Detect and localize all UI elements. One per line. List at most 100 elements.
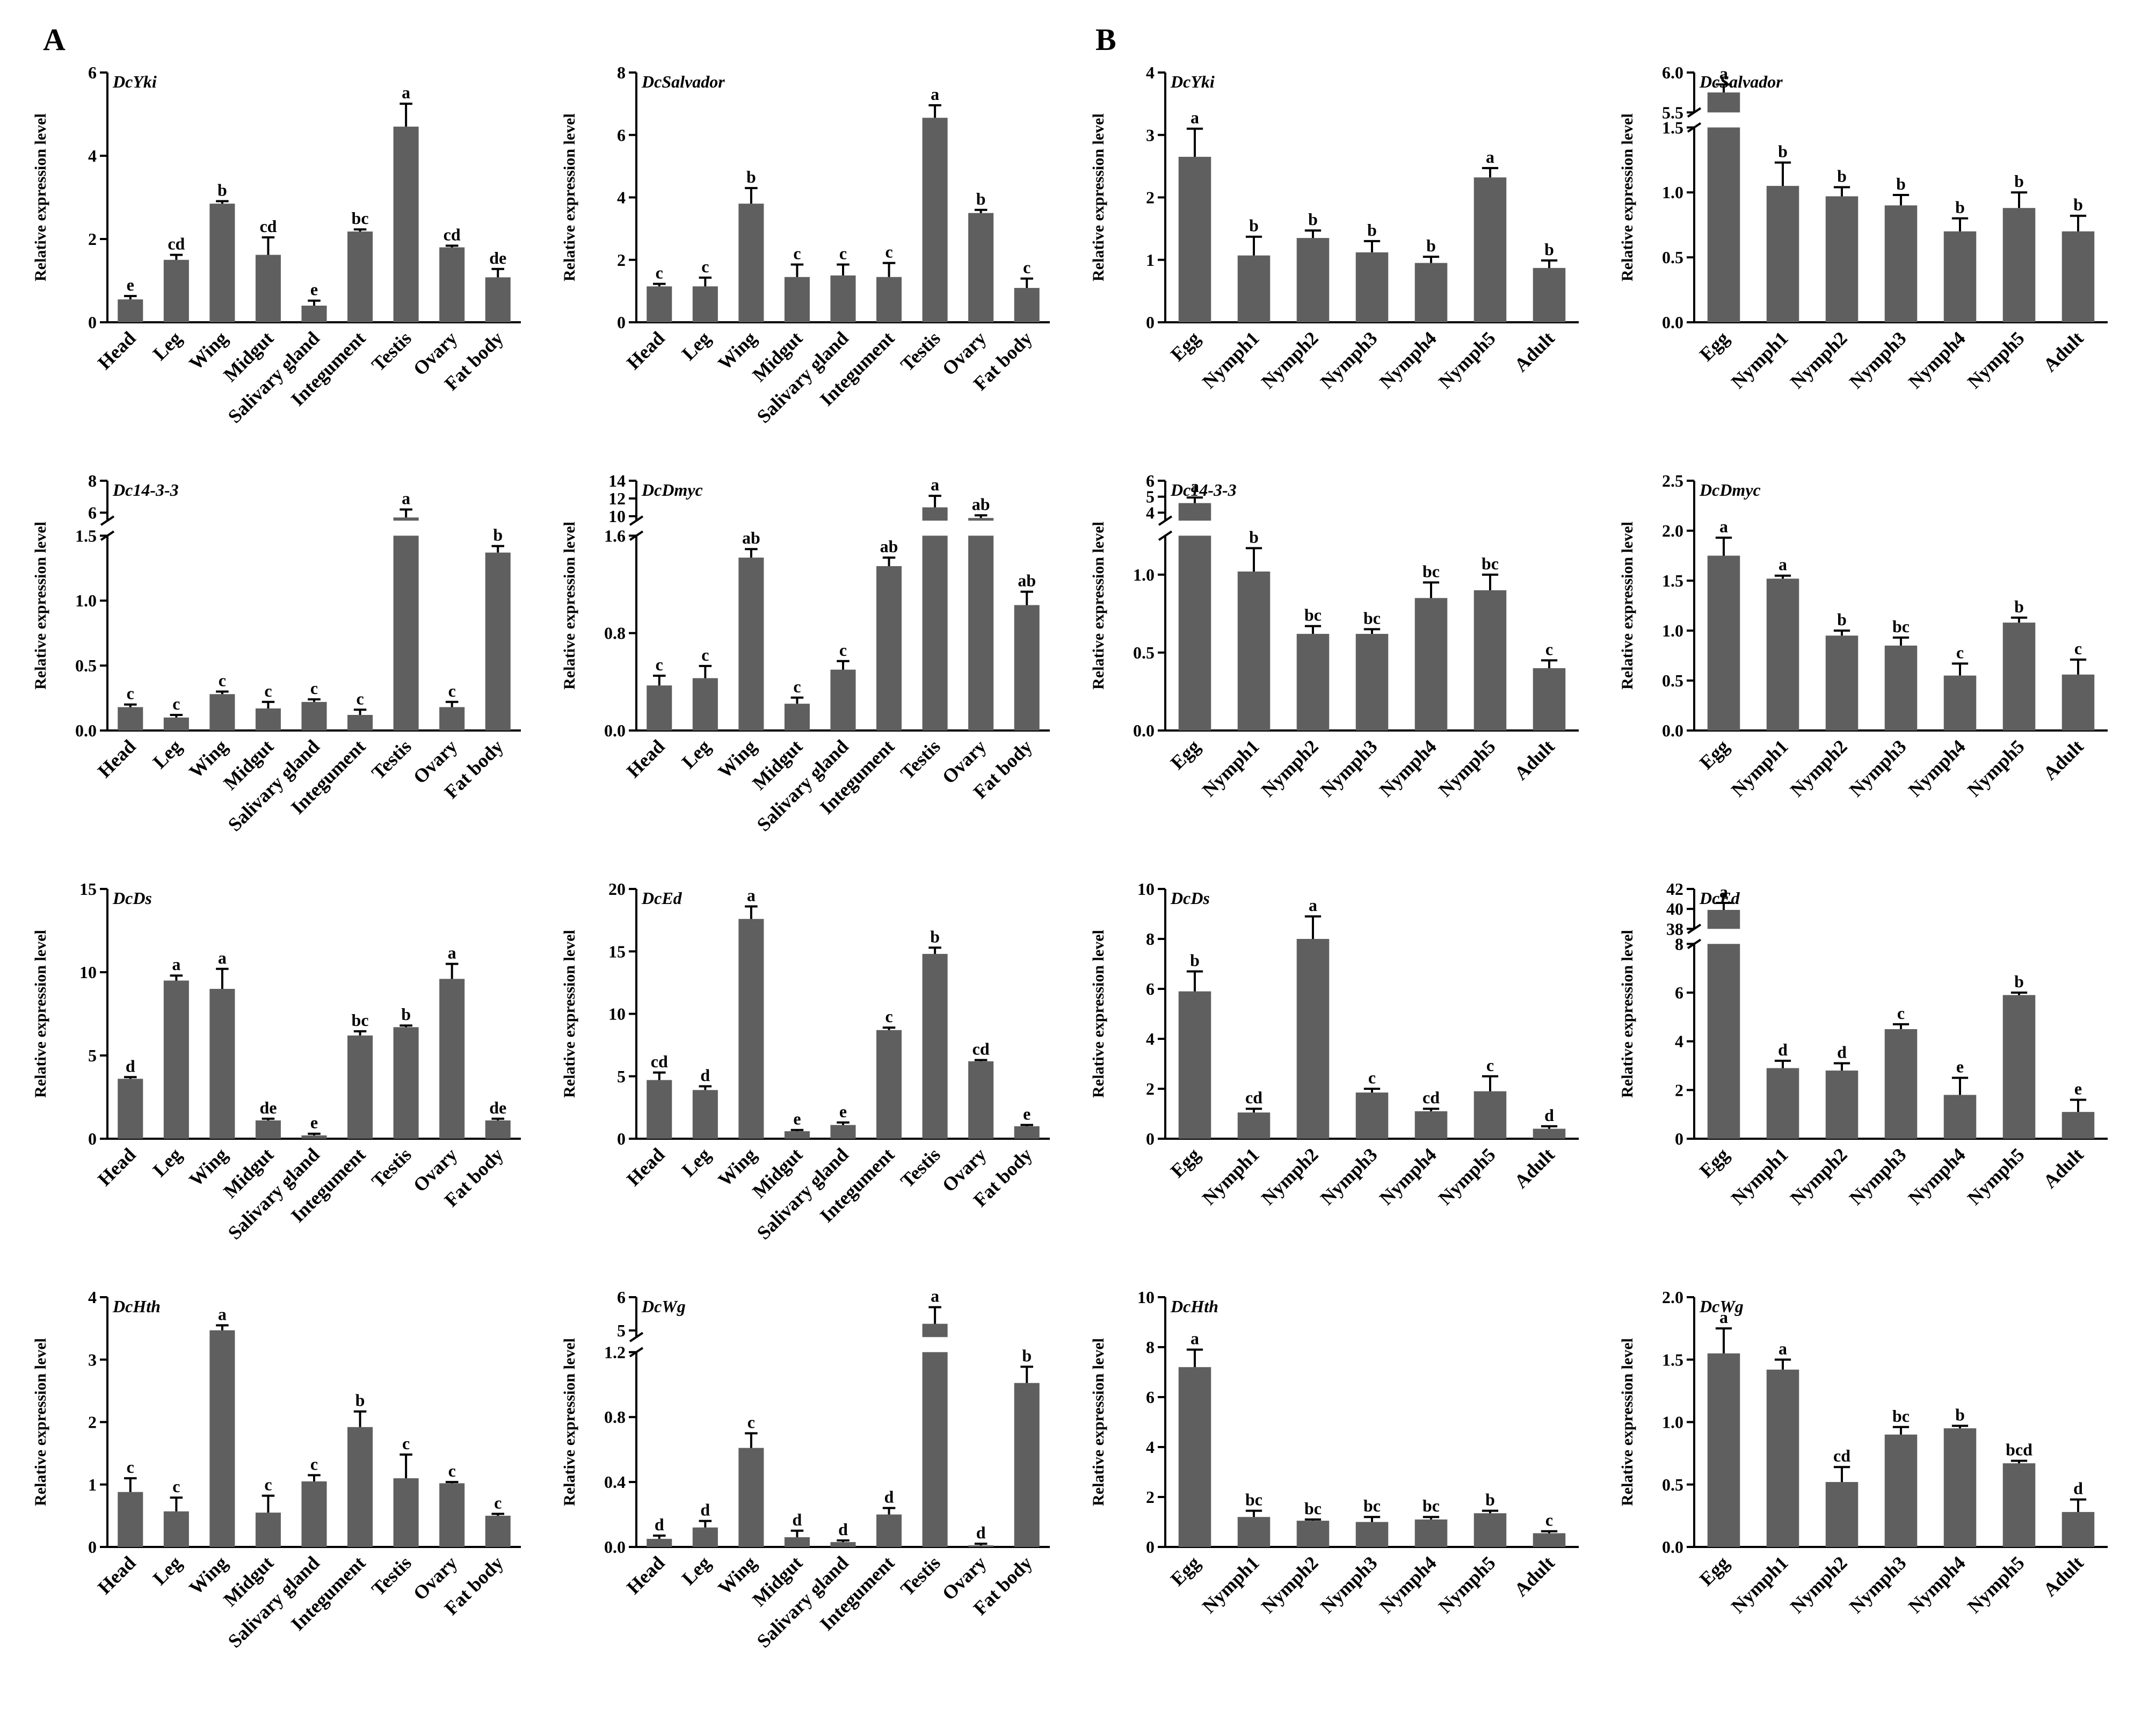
x-tick-label: Adult [2039, 1144, 2088, 1192]
bar [738, 1448, 764, 1547]
significance-letter: bc [1422, 1496, 1440, 1515]
y-axis-label: Relative expression level [32, 522, 49, 690]
bar [1355, 1522, 1389, 1547]
y-tick-label: 0.8 [604, 1407, 626, 1427]
significance-letter: c [793, 243, 801, 263]
bar [393, 517, 419, 731]
bar [2061, 1112, 2095, 1139]
bar [1014, 605, 1040, 731]
significance-letter: a [218, 1304, 227, 1324]
y-axis-label: Relative expression level [1618, 1338, 1636, 1506]
x-tick-label: Nymph3 [1845, 735, 1911, 801]
bar [347, 1427, 373, 1547]
x-tick-label: Head [93, 1144, 140, 1190]
significance-letter: d [700, 1500, 710, 1520]
bar [1825, 196, 1859, 322]
x-tick-label: Nymph3 [1316, 327, 1382, 393]
significance-letter: a [931, 1286, 939, 1306]
significance-letter: cd [651, 1052, 668, 1071]
bar [118, 299, 143, 322]
y-tick-label: 0.5 [1662, 248, 1683, 267]
bar [439, 1483, 465, 1547]
bar [2002, 1463, 2036, 1547]
y-tick-label: 2.0 [1662, 521, 1683, 540]
bar [1355, 634, 1389, 731]
x-tick-label: Nymph5 [1434, 1552, 1500, 1617]
chart-dchth-b: Relative expression level DcHth 0 2 4 6 8 10 a Eg… [1090, 1288, 1579, 1617]
chart-title: DcSalvador [641, 72, 725, 91]
significance-letter: b [1367, 220, 1377, 240]
bar [1473, 590, 1507, 731]
significance-letter: c [1023, 258, 1030, 277]
y-tick-label: 0 [88, 1129, 97, 1148]
significance-letter: cd [1245, 1088, 1262, 1107]
significance-letter: c [1368, 1068, 1376, 1087]
bar [255, 255, 281, 322]
y-tick-label: 2 [1146, 188, 1155, 207]
bar [1296, 1521, 1330, 1547]
bar [1178, 156, 1211, 322]
x-tick-label: Nymph4 [1904, 735, 1970, 801]
bar [255, 1513, 281, 1547]
x-tick-label: Nymph2 [1786, 1144, 1852, 1209]
significance-letter: c [172, 1477, 180, 1496]
significance-letter: b [746, 167, 756, 186]
x-tick-label: Nymph3 [1845, 1144, 1911, 1209]
y-axis-label: Relative expression level [32, 113, 49, 281]
significance-letter: c [839, 243, 847, 263]
significance-letter: cd [444, 225, 461, 244]
significance-letter: ab [742, 528, 760, 547]
bar [1296, 939, 1330, 1139]
y-tick-label: 5 [617, 1321, 626, 1340]
significance-letter: a [931, 84, 939, 104]
significance-letter: b [355, 1391, 365, 1410]
chart-title: DcDs [112, 888, 152, 908]
x-tick-label: Nymph1 [1727, 1144, 1792, 1209]
bar [2061, 1511, 2095, 1547]
bar [2002, 995, 2036, 1139]
bar [738, 204, 764, 322]
significance-letter: a [1486, 147, 1494, 167]
bar [1414, 1111, 1448, 1139]
y-tick-label: 1.0 [1662, 621, 1683, 640]
bar [1825, 1071, 1859, 1139]
x-tick-label: Nymph2 [1786, 327, 1852, 393]
chart-dced-a: Relative expression levelDcEd05101520cdH… [561, 879, 1050, 1243]
y-tick-label: 38 [1666, 919, 1683, 938]
x-tick-label: Head [622, 1144, 669, 1190]
significance-letter: e [1023, 1104, 1030, 1123]
bar [485, 1120, 511, 1139]
significance-letter: b [1249, 216, 1259, 235]
bar [163, 717, 189, 731]
y-tick-label: 3 [1146, 125, 1155, 144]
bar [1414, 1519, 1448, 1547]
significance-letter: b [1249, 527, 1259, 547]
x-tick-label: Nymph5 [1963, 735, 2029, 801]
significance-letter: a [448, 943, 456, 963]
bar [1943, 231, 1977, 322]
y-tick-label: 0 [88, 1537, 97, 1557]
bar [1178, 503, 1211, 731]
y-tick-label: 1.0 [75, 591, 97, 610]
x-tick-label: Testis [367, 1552, 416, 1600]
bar-break-gap [1706, 112, 1741, 128]
bar [347, 232, 373, 322]
x-tick-label: Head [622, 327, 669, 373]
y-tick-label: 6.0 [1662, 63, 1683, 82]
x-tick-label: Leg [149, 327, 186, 364]
significance-letter: b [1426, 236, 1436, 255]
x-tick-label: Leg [678, 327, 715, 364]
chart-title: Dc14-3-3 [112, 480, 179, 500]
significance-letter: c [264, 1475, 272, 1494]
significance-letter: a [172, 954, 180, 974]
significance-letter: b [2014, 597, 2024, 616]
significance-letter: c [1545, 1510, 1553, 1530]
bar [1014, 1126, 1040, 1139]
y-tick-label: 40 [1666, 899, 1683, 919]
bar [922, 118, 948, 322]
x-tick-label: Head [622, 1552, 669, 1598]
significance-letter: c [448, 681, 456, 700]
y-axis-label: Relative expression level [561, 522, 578, 690]
significance-letter: c [1897, 1003, 1905, 1023]
significance-letter: bc [1422, 561, 1440, 581]
